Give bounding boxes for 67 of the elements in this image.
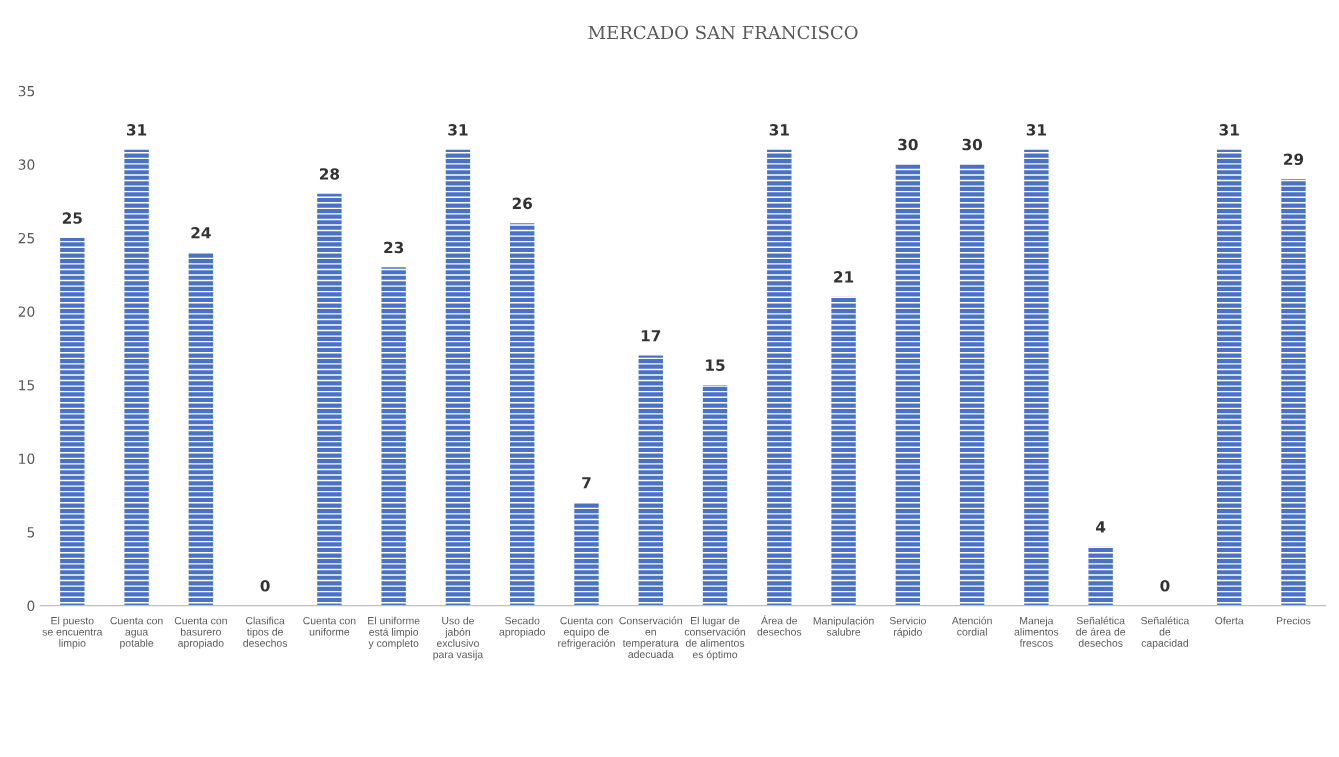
data-label: 4 bbox=[1096, 521, 1106, 533]
y-tick-label: 35 bbox=[18, 85, 35, 97]
bar bbox=[895, 164, 921, 606]
bar bbox=[702, 384, 728, 606]
data-label: 26 bbox=[512, 197, 533, 210]
x-tick-label: El uniforme está limpio y completo bbox=[368, 616, 420, 650]
data-label: 31 bbox=[126, 124, 147, 136]
bar bbox=[317, 193, 342, 606]
x-tick-label: Señalética de capacidad bbox=[1141, 616, 1190, 649]
data-label: 31 bbox=[1026, 124, 1046, 136]
data-label: 30 bbox=[962, 138, 983, 151]
x-tick-label: Manipulación salubre bbox=[813, 616, 874, 636]
data-label: 30 bbox=[898, 138, 918, 151]
data-label: 31 bbox=[448, 124, 468, 136]
data-label: 7 bbox=[582, 477, 591, 489]
bar bbox=[767, 149, 792, 606]
data-label: 25 bbox=[62, 212, 82, 224]
data-label: 21 bbox=[834, 271, 854, 283]
y-tick-label: 20 bbox=[18, 306, 35, 317]
bar bbox=[831, 296, 856, 606]
data-label: 0 bbox=[260, 579, 270, 592]
x-tick-label: Maneja alimentos frescos bbox=[1014, 616, 1059, 647]
bar bbox=[381, 267, 406, 606]
data-label: 31 bbox=[1219, 124, 1239, 136]
x-tick-label: Área de desechos bbox=[757, 615, 802, 636]
bar bbox=[1281, 179, 1306, 606]
x-tick-label: Secado apropiado bbox=[499, 616, 545, 638]
bar bbox=[959, 164, 985, 606]
bar bbox=[1024, 149, 1049, 606]
x-tick-label: Cuenta con uniforme bbox=[303, 616, 356, 636]
data-label: 28 bbox=[319, 168, 340, 180]
y-tick-label: 25 bbox=[18, 232, 35, 244]
data-label: 24 bbox=[191, 226, 211, 239]
y-tick-label: 10 bbox=[19, 453, 35, 464]
bar bbox=[510, 223, 535, 606]
y-tick-label: 0 bbox=[27, 600, 35, 612]
x-tick-label: Cuenta con equipo de refrigeración bbox=[558, 616, 615, 650]
bar bbox=[1216, 149, 1242, 606]
y-tick-label: 30 bbox=[18, 159, 35, 170]
bar bbox=[638, 355, 663, 606]
bar bbox=[188, 252, 214, 606]
x-tick-label: Uso de jabón exclusivo para vasija bbox=[433, 616, 484, 661]
bar bbox=[60, 237, 85, 606]
data-label: 0 bbox=[1160, 579, 1170, 592]
data-label: 17 bbox=[641, 330, 661, 342]
x-tick-label: Atención cordial bbox=[951, 616, 992, 636]
bar bbox=[1088, 546, 1113, 606]
data-label: 31 bbox=[769, 124, 789, 136]
x-tick-label: El puesto se encuentra limpio bbox=[42, 616, 103, 649]
x-tick-label: Precios bbox=[1276, 616, 1311, 625]
x-tick-label: Oferta bbox=[1215, 616, 1244, 625]
x-tick-label: Servicio rápido bbox=[889, 616, 926, 638]
y-tick-label: 5 bbox=[27, 527, 35, 538]
x-tick-label: Clasifica tipos de desechos bbox=[243, 616, 288, 647]
x-tick-label: Conservación en temperatura adecuada bbox=[619, 616, 682, 659]
x-tick-label: Cuenta con basurero apropiado bbox=[174, 616, 227, 649]
x-tick-label: El lugar de conservación de alimentos es óptimo bbox=[684, 616, 746, 661]
bar bbox=[574, 502, 599, 606]
chart-title: MERCADO SAN FRANCISCO bbox=[588, 25, 858, 40]
bar bbox=[124, 149, 149, 606]
x-tick-label: Cuenta con agua potable bbox=[110, 616, 163, 649]
x-tick-label: Señalética de área de desechos bbox=[1076, 616, 1126, 647]
data-label: 29 bbox=[1284, 153, 1304, 166]
y-tick-label: 15 bbox=[19, 380, 35, 391]
bar bbox=[445, 149, 471, 606]
data-label: 15 bbox=[706, 359, 725, 371]
data-label: 23 bbox=[384, 241, 404, 254]
